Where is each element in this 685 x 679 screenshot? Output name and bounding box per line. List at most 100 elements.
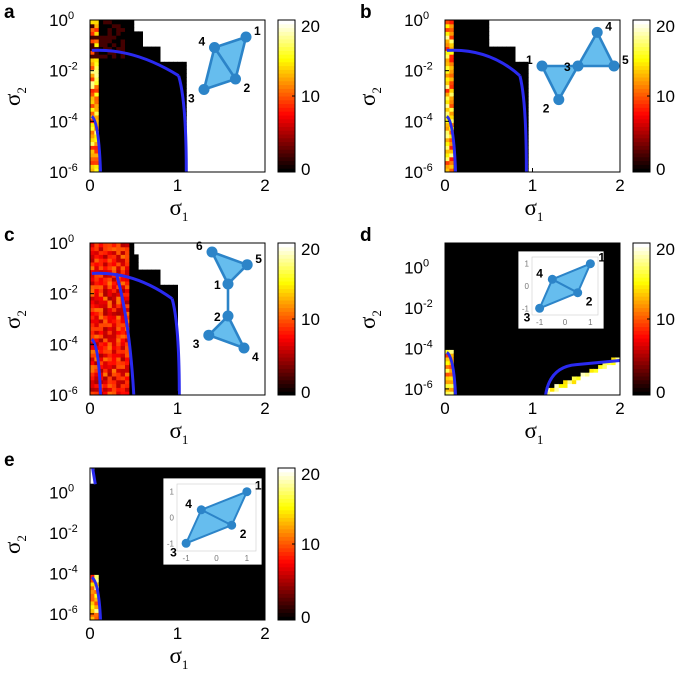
heatmap-cell [458, 345, 463, 350]
heatmap-cell [471, 160, 477, 165]
heatmap-cell [90, 50, 95, 55]
heatmap-cell [142, 532, 148, 537]
heatmap-cell [453, 31, 459, 36]
heatmap-cell [164, 376, 170, 381]
heatmap-cell [94, 246, 100, 252]
heatmap-cell [515, 156, 520, 162]
heatmap-cell [462, 23, 468, 29]
heatmap-cell [125, 118, 130, 124]
inset-y-tick: 0 [525, 282, 530, 291]
heatmap-cell [138, 58, 143, 63]
heatmap-cell [462, 303, 468, 309]
heatmap-cell [462, 39, 468, 44]
heatmap-cell [111, 27, 117, 32]
heatmap-cell [151, 319, 157, 324]
heatmap-cell [488, 372, 494, 377]
heatmap-cell [133, 65, 139, 70]
heatmap-cell [445, 88, 450, 93]
heatmap-cell [475, 149, 481, 154]
heatmap-cell [462, 288, 468, 293]
heatmap-cell [445, 387, 450, 392]
heatmap-cell [94, 494, 100, 499]
heatmap-cell [133, 269, 139, 274]
heatmap-cell [480, 153, 485, 158]
heatmap-cell [133, 345, 139, 350]
heatmap-cell [160, 69, 165, 74]
heatmap-cell [458, 65, 463, 70]
heatmap-cell [164, 153, 170, 158]
heatmap-cell [471, 103, 477, 108]
heatmap-cell [133, 311, 139, 316]
heatmap-cell [449, 31, 455, 36]
heatmap-cell [571, 379, 577, 385]
heatmap-cell [94, 292, 100, 297]
heatmap-cell [129, 80, 135, 86]
heatmap-cell [558, 334, 564, 339]
heatmap-cell [458, 254, 463, 259]
heatmap-cell [146, 281, 152, 286]
heatmap-cell [142, 372, 148, 377]
graph-edge [211, 250, 248, 267]
graph-edge [210, 251, 230, 285]
heatmap-cell [138, 50, 143, 55]
heatmap-cell [532, 353, 538, 358]
colorbar-segment [278, 69, 295, 74]
heatmap-cell [146, 616, 152, 621]
heatmap-cell [515, 372, 520, 377]
heatmap-cell [558, 345, 564, 350]
heatmap-cell [177, 149, 183, 154]
heatmap-cell [602, 303, 608, 309]
graph-node-label: 6 [196, 239, 203, 253]
heatmap-cell [129, 326, 135, 331]
heatmap-cell [475, 156, 481, 162]
heatmap-cell [510, 77, 516, 82]
heatmap-cell [129, 345, 135, 350]
heatmap-cell [497, 322, 503, 328]
heatmap-cell [497, 88, 503, 93]
heatmap-cell [133, 107, 139, 112]
heatmap-cell [602, 296, 608, 301]
heatmap-cell [449, 330, 455, 335]
heatmap-cell [497, 383, 503, 388]
heatmap-cell [563, 330, 568, 335]
heatmap-cell [116, 593, 122, 598]
heatmap-cell [611, 338, 617, 343]
heatmap-cell [589, 349, 595, 354]
heatmap-cell [164, 334, 170, 339]
y-tick-exponent: -2 [423, 61, 433, 73]
heatmap-cell [133, 559, 139, 564]
heatmap-cell [168, 601, 174, 606]
heatmap-cell [458, 107, 463, 112]
heatmap-cell [606, 330, 612, 335]
heatmap-cell [449, 69, 455, 74]
heatmap-cell [125, 368, 130, 373]
heatmap-cell [515, 341, 520, 347]
y-tick-exponent: -2 [68, 284, 78, 296]
heatmap-cell [160, 303, 165, 309]
heatmap-cell [98, 563, 104, 568]
heatmap-cell [90, 250, 95, 255]
heatmap-cell [550, 353, 555, 358]
heatmap-cell [133, 288, 139, 293]
heatmap-cell [168, 341, 174, 347]
heatmap-cell [111, 559, 117, 564]
heatmap-cell [471, 54, 477, 59]
heatmap-cell [107, 77, 113, 82]
heatmap-cell [602, 357, 608, 362]
heatmap-cell [120, 141, 126, 146]
heatmap-cell [151, 513, 157, 518]
heatmap-cell [133, 513, 139, 518]
heatmap-cell [462, 334, 468, 339]
heatmap-cell [129, 502, 135, 507]
heatmap-cell [116, 563, 122, 568]
heatmap-cell [168, 122, 174, 127]
heatmap-cell [138, 35, 143, 40]
heatmap-cell [90, 330, 95, 335]
heatmap-cell [480, 265, 485, 271]
heatmap-cell [98, 345, 104, 350]
heatmap-cell [471, 130, 477, 135]
heatmap-cell [501, 296, 507, 301]
heatmap-cell [133, 273, 139, 278]
